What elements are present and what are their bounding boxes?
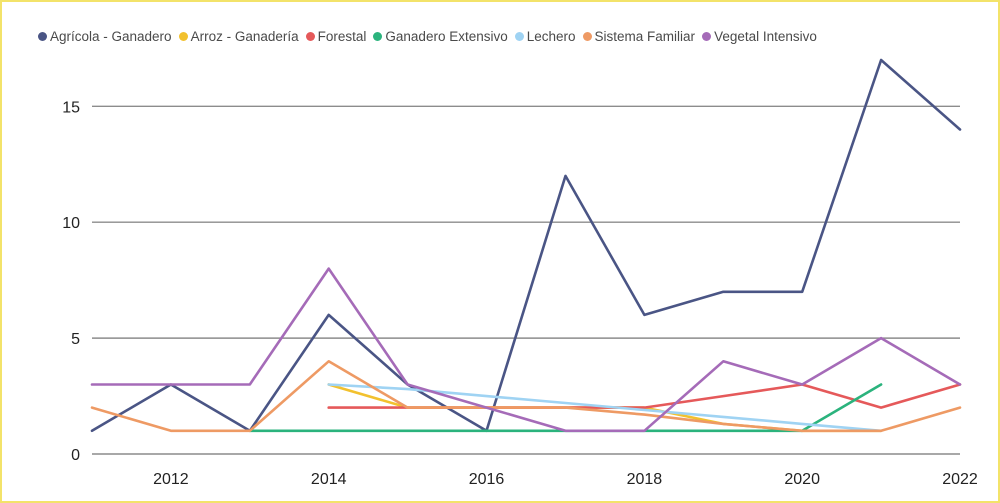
legend-marker-icon (178, 32, 188, 41)
series-line-sistema-familiar (90, 359, 962, 433)
legend-marker-icon (582, 32, 592, 41)
x-tick-label: 2014 (311, 471, 347, 488)
legend-marker-icon (305, 32, 315, 41)
y-tick-label: 10 (62, 215, 80, 232)
x-tick-label: 2022 (942, 471, 978, 488)
x-tick-label: 2020 (784, 471, 820, 488)
legend-label: Vegetal Intensivo (714, 29, 817, 44)
legend-marker-icon (38, 32, 47, 41)
series-line-lechero (327, 383, 883, 433)
series-line-agricola-ganadero (90, 58, 962, 433)
y-tick-label: 5 (71, 331, 80, 348)
x-tick-label: 2012 (153, 471, 189, 488)
legend-item: Forestal (305, 29, 367, 44)
x-tick-label: 2018 (627, 471, 663, 488)
legend-label: Agrícola - Ganadero (50, 29, 172, 44)
legend-marker-icon (702, 32, 712, 41)
legend-item: Vegetal Intensivo (702, 29, 817, 44)
legend-marker-icon (373, 32, 383, 41)
legend-marker-icon (514, 32, 524, 41)
legend-item: Agrícola - Ganadero (38, 29, 172, 44)
series-line-vegetal-intensivo (90, 267, 962, 433)
legend-label: Sistema Familiar (594, 29, 696, 44)
legend-label: Forestal (317, 29, 367, 44)
legend-item: Lechero (514, 29, 576, 44)
chart-legend: Agrícola - Ganadero Arroz - Ganadería Fore… (38, 29, 824, 44)
legend-item: Arroz - Ganadería (178, 29, 299, 44)
y-tick-label: 0 (71, 447, 80, 464)
legend-label: Lechero (526, 29, 576, 44)
x-tick-label: 2016 (469, 471, 505, 488)
legend-label: Ganadero Extensivo (385, 29, 508, 44)
legend-item: Ganadero Extensivo (373, 29, 508, 44)
legend-item: Sistema Familiar (582, 29, 696, 44)
legend-label: Arroz - Ganadería (190, 29, 299, 44)
y-tick-label: 15 (62, 99, 80, 116)
